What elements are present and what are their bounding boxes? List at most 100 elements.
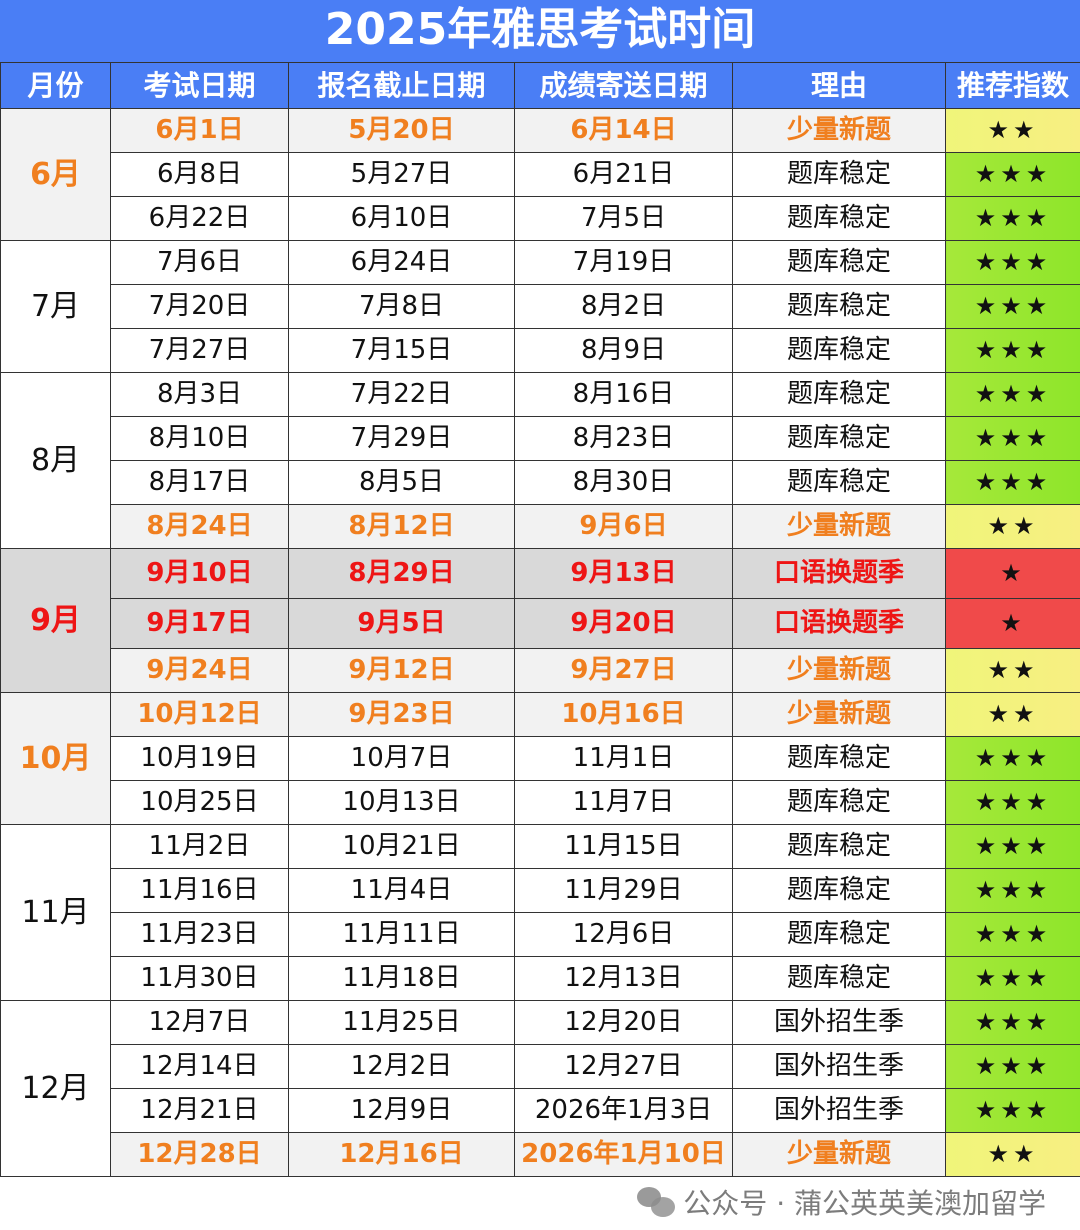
reason-cell: 口语换题季	[732, 598, 946, 649]
table-row: 8月17日 8月5日 8月30日 题库稳定 ★★★	[1, 460, 1080, 505]
table-row: 9月24日 9月12日 9月27日 少量新题 ★★	[1, 648, 1080, 693]
deadline-cell: 9月5日	[288, 598, 515, 649]
table-row: 7月27日 7月15日 8月9日 题库稳定 ★★★	[1, 328, 1080, 373]
stars-cell: ★	[945, 598, 1080, 649]
stars-cell: ★★★	[945, 328, 1080, 373]
reason-cell: 题库稳定	[732, 868, 946, 913]
result-date-cell: 11月29日	[514, 868, 733, 913]
table-row: 11月 11月2日 10月21日 11月15日 题库稳定 ★★★	[0, 824, 1080, 1001]
table-row: 8月10日 7月29日 8月23日 题库稳定 ★★★	[1, 416, 1080, 461]
deadline-cell: 8月5日	[288, 460, 515, 505]
deadline-cell: 7月29日	[288, 416, 515, 461]
reason-cell: 题库稳定	[732, 736, 946, 781]
stars-cell: ★★★	[945, 372, 1080, 417]
stars-cell: ★★★	[945, 1044, 1080, 1089]
month-cell: 9月	[0, 548, 111, 693]
stars-cell: ★★★	[945, 824, 1080, 869]
reason-cell: 题库稳定	[732, 912, 946, 957]
exam-date-cell: 12月7日	[110, 1000, 289, 1045]
month-cell: 10月	[0, 692, 111, 825]
deadline-cell: 11月11日	[288, 912, 515, 957]
wechat-icon	[637, 1187, 676, 1217]
exam-date-cell: 8月24日	[110, 504, 289, 549]
result-date-cell: 7月19日	[514, 240, 733, 285]
stars-cell: ★★★	[945, 912, 1080, 957]
month-cell: 7月	[0, 240, 111, 373]
deadline-cell: 7月8日	[288, 284, 515, 329]
result-date-cell: 10月16日	[514, 692, 733, 737]
month-cell: 6月	[0, 108, 111, 241]
deadline-cell: 12月16日	[288, 1132, 515, 1177]
result-date-cell: 9月27日	[514, 648, 733, 693]
exam-date-cell: 11月2日	[110, 824, 289, 869]
result-date-cell: 7月5日	[514, 196, 733, 241]
result-date-cell: 8月23日	[514, 416, 733, 461]
result-date-cell: 9月6日	[514, 504, 733, 549]
reason-cell: 少量新题	[732, 648, 946, 693]
reason-cell: 题库稳定	[732, 328, 946, 373]
reason-cell: 口语换题季	[732, 548, 946, 599]
result-date-cell: 8月9日	[514, 328, 733, 373]
exam-date-cell: 10月19日	[110, 736, 289, 781]
result-date-cell: 12月27日	[514, 1044, 733, 1089]
reason-cell: 题库稳定	[732, 416, 946, 461]
deadline-cell: 11月18日	[288, 956, 515, 1001]
stars-cell: ★★	[945, 692, 1080, 737]
stars-cell: ★★★	[945, 780, 1080, 825]
header-registration-deadline: 报名截止日期	[288, 62, 515, 109]
month-cell: 11月	[0, 824, 111, 1001]
exam-date-cell: 12月14日	[110, 1044, 289, 1089]
deadline-cell: 6月24日	[288, 240, 515, 285]
table-row: 12月 12月7日 11月25日 12月20日 国外招生季 ★★★	[0, 1000, 1080, 1177]
table-row: 8月24日 8月12日 9月6日 少量新题 ★★	[1, 504, 1080, 549]
reason-cell: 题库稳定	[732, 824, 946, 869]
result-date-cell: 8月2日	[514, 284, 733, 329]
exam-date-cell: 9月24日	[110, 648, 289, 693]
reason-cell: 少量新题	[732, 1132, 946, 1177]
stars-cell: ★★★	[945, 284, 1080, 329]
exam-date-cell: 6月1日	[110, 108, 289, 153]
table-row: 12月21日 12月9日 2026年1月3日 国外招生季 ★★★	[1, 1088, 1080, 1133]
deadline-cell: 10月21日	[288, 824, 515, 869]
deadline-cell: 8月12日	[288, 504, 515, 549]
header-recommendation: 推荐指数	[945, 62, 1080, 109]
result-date-cell: 12月6日	[514, 912, 733, 957]
exam-date-cell: 6月22日	[110, 196, 289, 241]
stars-cell: ★	[945, 548, 1080, 599]
stars-cell: ★★	[945, 1132, 1080, 1177]
table-row: 10月19日 10月7日 11月1日 题库稳定 ★★★	[1, 736, 1080, 781]
table-row: 8月 8月3日 7月22日 8月16日 题库稳定 ★★★	[0, 372, 1080, 549]
result-date-cell: 9月13日	[514, 548, 733, 599]
exam-date-cell: 8月10日	[110, 416, 289, 461]
reason-cell: 国外招生季	[732, 1088, 946, 1133]
table-row: 12月28日 12月16日 2026年1月10日 少量新题 ★★	[1, 1132, 1080, 1177]
stars-cell: ★★★	[945, 196, 1080, 241]
reason-cell: 题库稳定	[732, 196, 946, 241]
exam-date-cell: 12月28日	[110, 1132, 289, 1177]
result-date-cell: 2026年1月3日	[514, 1088, 733, 1133]
page-title: 2025年雅思考试时间	[0, 0, 1080, 62]
deadline-cell: 11月4日	[288, 868, 515, 913]
deadline-cell: 9月23日	[288, 692, 515, 737]
month-cell: 8月	[0, 372, 111, 549]
table-row: 7月20日 7月8日 8月2日 题库稳定 ★★★	[1, 284, 1080, 329]
stars-cell: ★★	[945, 108, 1080, 153]
result-date-cell: 11月15日	[514, 824, 733, 869]
reason-cell: 题库稳定	[732, 460, 946, 505]
result-date-cell: 11月1日	[514, 736, 733, 781]
deadline-cell: 10月13日	[288, 780, 515, 825]
result-date-cell: 6月14日	[514, 108, 733, 153]
table-row: 6月 6月1日 5月20日 6月14日 少量新题 ★★	[0, 108, 1080, 241]
result-date-cell: 12月20日	[514, 1000, 733, 1045]
reason-cell: 国外招生季	[732, 1044, 946, 1089]
deadline-cell: 12月2日	[288, 1044, 515, 1089]
table-row: 9月17日 9月5日 9月20日 口语换题季 ★	[1, 598, 1080, 649]
table-row: 6月8日 5月27日 6月21日 题库稳定 ★★★	[1, 152, 1080, 197]
table-row: 6月22日 6月10日 7月5日 题库稳定 ★★★	[1, 196, 1080, 241]
reason-cell: 题库稳定	[732, 372, 946, 417]
exam-date-cell: 9月10日	[110, 548, 289, 599]
exam-date-cell: 10月25日	[110, 780, 289, 825]
reason-cell: 题库稳定	[732, 152, 946, 197]
reason-cell: 题库稳定	[732, 284, 946, 329]
